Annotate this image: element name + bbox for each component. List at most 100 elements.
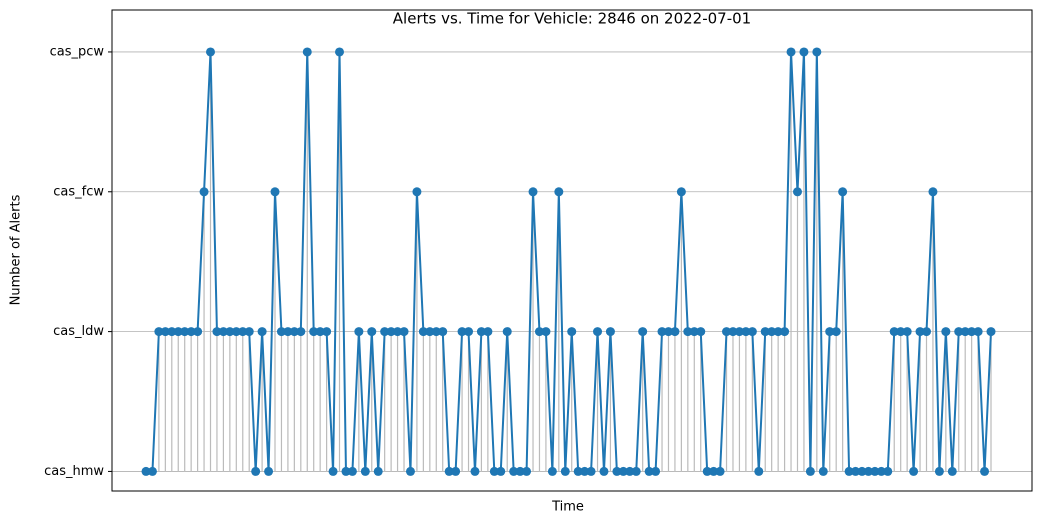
- point: [760, 327, 770, 337]
- point: [921, 327, 931, 337]
- point: [747, 327, 757, 337]
- point: [457, 327, 467, 337]
- point: [141, 466, 151, 476]
- point: [218, 327, 228, 337]
- point: [715, 466, 725, 476]
- point: [870, 466, 880, 476]
- point: [328, 466, 338, 476]
- point: [160, 327, 170, 337]
- point: [257, 327, 267, 337]
- point: [573, 466, 583, 476]
- point: [683, 327, 693, 337]
- point: [593, 327, 603, 337]
- point: [193, 327, 203, 337]
- plot: [141, 47, 996, 476]
- point: [644, 466, 654, 476]
- point: [483, 327, 493, 337]
- point: [289, 327, 299, 337]
- point: [805, 466, 815, 476]
- point: [773, 327, 783, 337]
- point: [625, 466, 635, 476]
- point: [612, 466, 622, 476]
- point: [515, 466, 525, 476]
- point: [380, 327, 390, 337]
- point: [547, 466, 557, 476]
- point: [831, 327, 841, 337]
- point: [889, 327, 899, 337]
- point: [309, 327, 319, 337]
- y-tick-label: cas_pcw: [50, 44, 105, 59]
- point: [405, 466, 415, 476]
- point: [264, 466, 274, 476]
- point: [915, 327, 925, 337]
- point: [283, 327, 293, 337]
- point: [883, 466, 893, 476]
- point: [502, 327, 512, 337]
- chart-title: Alerts vs. Time for Vehicle: 2846 on 202…: [393, 10, 751, 28]
- point: [973, 327, 983, 337]
- y-tick-label: cas_ldw: [53, 324, 104, 339]
- point: [947, 466, 957, 476]
- point: [651, 466, 661, 476]
- point: [825, 327, 835, 337]
- point: [528, 187, 538, 197]
- point: [934, 466, 944, 476]
- point: [206, 47, 216, 57]
- point: [296, 327, 306, 337]
- point: [896, 327, 906, 337]
- point: [173, 327, 183, 337]
- point: [786, 47, 796, 57]
- point: [347, 466, 357, 476]
- point: [792, 187, 802, 197]
- point: [373, 466, 383, 476]
- point: [928, 187, 938, 197]
- point: [876, 466, 886, 476]
- point: [509, 466, 519, 476]
- point: [270, 187, 280, 197]
- point: [238, 327, 248, 337]
- point: [231, 327, 241, 337]
- point: [676, 187, 686, 197]
- point: [425, 327, 435, 337]
- point: [322, 327, 332, 337]
- point: [838, 187, 848, 197]
- point: [476, 327, 486, 337]
- point: [399, 327, 409, 337]
- point: [689, 327, 699, 337]
- point: [754, 466, 764, 476]
- point: [354, 327, 364, 337]
- x-axis-label: Time: [551, 500, 584, 515]
- point: [722, 327, 732, 337]
- point: [276, 327, 286, 337]
- axes-frame: [111, 9, 1033, 492]
- point: [734, 327, 744, 337]
- point: [941, 327, 951, 337]
- point: [696, 327, 706, 337]
- point: [851, 466, 861, 476]
- point: [154, 327, 164, 337]
- point: [902, 327, 912, 337]
- point: [741, 327, 751, 337]
- point: [605, 327, 615, 337]
- point: [670, 327, 680, 337]
- point: [857, 466, 867, 476]
- point: [799, 47, 809, 57]
- point: [464, 327, 474, 337]
- point: [335, 47, 345, 57]
- point: [580, 466, 590, 476]
- point: [438, 327, 448, 337]
- point: [728, 327, 738, 337]
- point: [470, 466, 480, 476]
- point: [780, 327, 790, 337]
- point: [844, 466, 854, 476]
- point: [534, 327, 544, 337]
- point: [702, 466, 712, 476]
- point: [986, 327, 996, 337]
- point: [618, 466, 628, 476]
- point: [451, 466, 461, 476]
- point: [167, 327, 177, 337]
- point: [418, 327, 428, 337]
- point: [599, 466, 609, 476]
- point: [386, 327, 396, 337]
